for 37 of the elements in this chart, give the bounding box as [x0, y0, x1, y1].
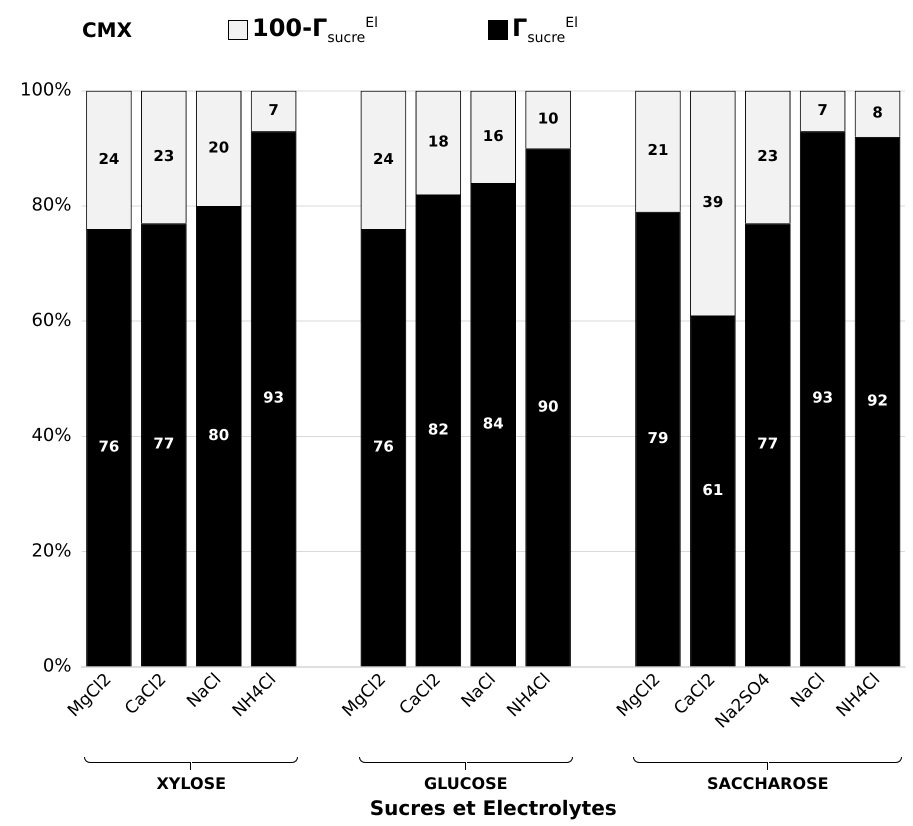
data-label: 84 [482, 414, 504, 433]
y-tick-label: 40% [31, 425, 72, 446]
data-label: 82 [428, 420, 449, 438]
chart-title: CMX [82, 18, 132, 42]
data-label: 79 [648, 428, 668, 447]
data-label: 24 [98, 150, 120, 168]
data-label: 76 [98, 438, 120, 456]
data-label: 24 [372, 150, 394, 168]
data-label: 77 [153, 434, 174, 453]
text: GLUCOSE [424, 774, 508, 793]
data-label: 10 [538, 109, 559, 128]
y-tick-label: 60% [31, 310, 72, 331]
data-label: 20 [208, 138, 230, 156]
data-label: 7 [268, 100, 279, 119]
y-tick-label: 20% [31, 540, 72, 562]
text: SACCHAROSE [706, 774, 829, 793]
data-label: 77 [757, 434, 778, 453]
data-label: 76 [372, 438, 394, 456]
y-tick-label: 0% [42, 656, 72, 676]
data-label: 93 [812, 388, 834, 407]
data-label: 39 [702, 193, 724, 212]
data-label: 92 [867, 391, 888, 410]
data-label: 7 [817, 100, 828, 119]
data-label: 18 [428, 132, 449, 151]
data-label: 23 [757, 146, 778, 165]
data-label: 80 [208, 426, 230, 444]
data-label: 16 [482, 126, 504, 145]
y-tick-label: 80% [31, 194, 72, 216]
data-label: 8 [872, 104, 883, 122]
text: XYLOSE [156, 774, 226, 793]
data-label: 21 [648, 141, 668, 160]
data-label: 61 [702, 480, 724, 499]
x-axis-title: Sucres et Electrolytes [370, 796, 617, 820]
y-tick-label: 100% [20, 79, 72, 100]
data-label: 23 [153, 146, 174, 165]
data-label: 93 [263, 388, 284, 407]
data-label: 90 [538, 397, 559, 416]
